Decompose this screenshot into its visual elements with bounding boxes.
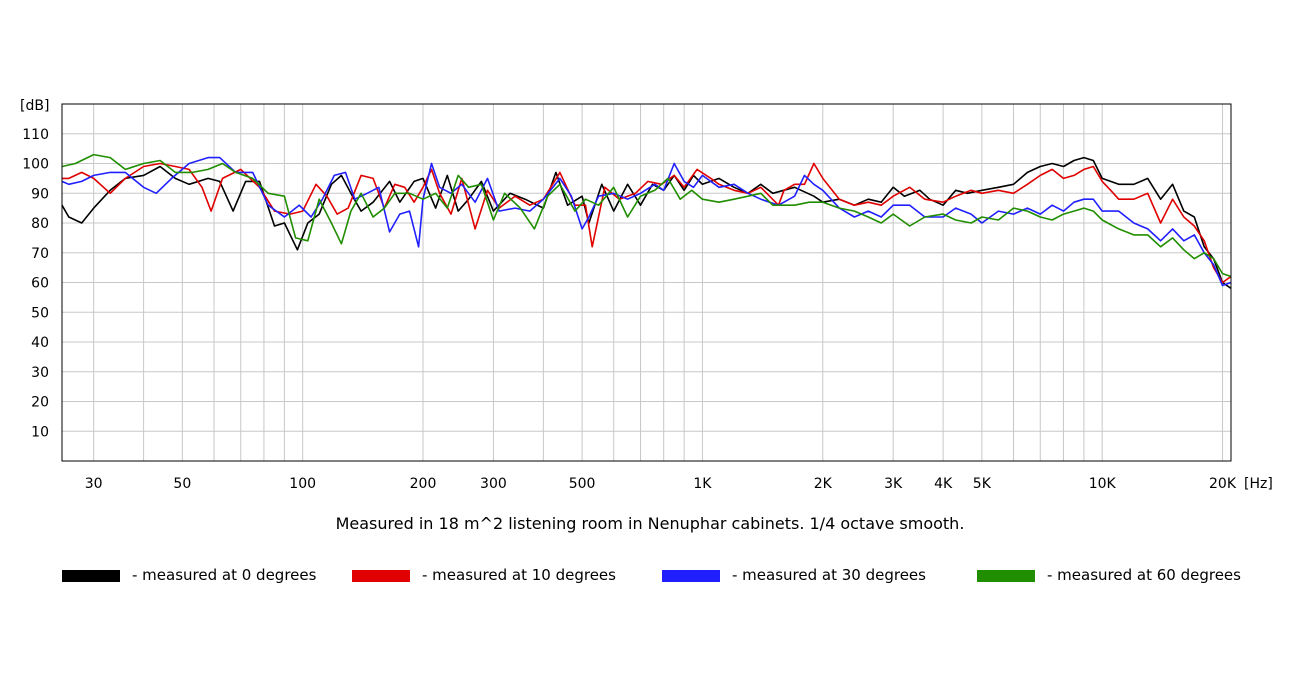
y-tick-label: 60 — [31, 276, 49, 292]
y-tick-label: 30 — [31, 365, 49, 381]
y-tick-label: 90 — [31, 186, 49, 202]
legend-label-10-degrees: - measured at 10 degrees — [422, 566, 616, 584]
y-tick-label: 100 — [22, 157, 49, 173]
y-tick-label: 70 — [31, 246, 49, 262]
x-tick-label: 100 — [289, 476, 316, 492]
x-tick-labels: 30 50 100 200 300 500 1K 2K 3K 4K 5K 10K 20K — [85, 476, 1237, 492]
x-tick-label: 4K — [934, 476, 953, 492]
y-tick-label: 50 — [31, 305, 49, 321]
series-lines — [61, 153, 1232, 290]
x-tick-label: 10K — [1089, 476, 1117, 492]
x-tick-label: 1K — [693, 476, 712, 492]
y-tick-label: 20 — [31, 395, 49, 411]
x-tick-label: 20K — [1209, 476, 1237, 492]
y-tick-label: 10 — [31, 424, 49, 440]
grid — [62, 104, 1231, 461]
series-line-2 — [61, 156, 1232, 287]
legend-label-30-degrees: - measured at 30 degrees — [732, 566, 926, 584]
legend-swatch-10-degrees — [352, 570, 410, 582]
y-tick-label: 110 — [22, 127, 49, 143]
x-tick-label: 5K — [973, 476, 992, 492]
x-tick-label: 2K — [814, 476, 833, 492]
y-tick-label: 40 — [31, 335, 49, 351]
y-tick-labels: 10 20 30 40 50 60 70 80 90 100 110 — [22, 127, 49, 441]
x-tick-label: 300 — [480, 476, 507, 492]
x-tick-label: 3K — [884, 476, 903, 492]
plot-frame — [61, 103, 1232, 462]
y-tick-label: 80 — [31, 216, 49, 232]
chart-caption: Measured in 18 m^2 listening room in Nen… — [335, 514, 965, 533]
series-line-3 — [61, 153, 1232, 278]
frequency-response-chart: 10 20 30 40 50 60 70 80 90 100 110 30 50 100 200 300 50… — [20, 98, 1273, 492]
legend-swatch-60-degrees — [977, 570, 1035, 582]
legend-label-60-degrees: - measured at 60 degrees — [1047, 566, 1241, 584]
x-tick-label: 50 — [173, 476, 191, 492]
x-tick-label: 30 — [85, 476, 103, 492]
series-line-0 — [61, 156, 1232, 290]
x-tick-label: 500 — [569, 476, 596, 492]
y-axis-unit: [dB] — [20, 98, 49, 114]
x-tick-label: 200 — [410, 476, 437, 492]
legend-swatch-30-degrees — [662, 570, 720, 582]
legend-swatch-0-degrees — [62, 570, 120, 582]
x-axis-unit: [Hz] — [1244, 476, 1273, 492]
legend-label-0-degrees: - measured at 0 degrees — [132, 566, 317, 584]
